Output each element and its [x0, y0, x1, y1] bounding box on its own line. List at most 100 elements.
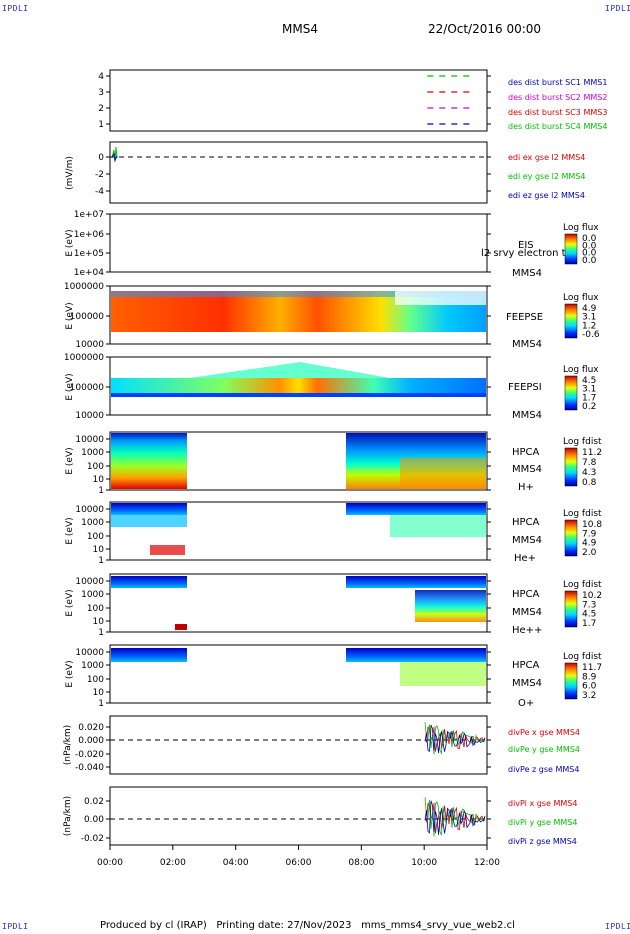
divpi-legend-entry: divPi y gse MMS4 [508, 818, 577, 827]
date-title: 22/Oct/2016 00:00 [428, 22, 542, 36]
divpe-y-tick-label: 0.000 [78, 736, 104, 746]
hpca_he-y-tick-label: 10 [93, 545, 105, 555]
divpe-legend: divPe x gse MMS4 divPe y gse MMS4 divPe z … [508, 728, 580, 774]
hpca-he-label: HPCA [512, 517, 540, 528]
eis-y-label: E (eV) [65, 229, 75, 256]
corner-label-bottom-left: IPDLI [2, 922, 29, 931]
hpca_h-y-tick-label: 1 [98, 486, 104, 496]
feepsi-colorbar [564, 375, 578, 411]
feepse-colorbar-tick: -0.6 [582, 330, 600, 340]
hpca_he-colorbar-tick: 7.9 [582, 529, 597, 539]
burst-legend-entry: des dist burst SC4 MMS4 [508, 122, 607, 131]
hpca_h-y-tick-label: 100 [87, 462, 104, 472]
hpca-o-colorbar-title: Log fdist [563, 652, 602, 662]
burst-y-ticks: 4 3 2 1 [98, 72, 491, 130]
hpca_hepp-y-tick-label: 10 [93, 617, 105, 627]
hpca-hepp-spacecraft-label: MMS4 [512, 607, 542, 618]
feepse-sparse-region [395, 287, 486, 305]
spacecraft-title: MMS4 [282, 22, 318, 36]
hpca_hepp-colorbar-tick: 1.7 [582, 619, 596, 629]
hpca-h-spacecraft-label: MMS4 [512, 464, 542, 475]
burst-legend: des dist burst SC1 MMS1 des dist burst SC… [508, 78, 607, 131]
hpca-o-spacecraft-label: MMS4 [512, 678, 542, 689]
trace-divpe-line-2 [424, 724, 486, 753]
divpe-legend-entry: divPe z gse MMS4 [508, 765, 579, 774]
corner-label-top-right: IPDLI [605, 4, 630, 13]
eis-colorbar-tick: 0.0 [582, 234, 597, 244]
eis-label: EIS [518, 240, 534, 251]
burst-legend-entry: des dist burst SC1 MMS1 [508, 78, 607, 87]
feepsi-spectrogram [111, 378, 486, 395]
divpi-legend-entry: divPi z gse MMS4 [508, 837, 577, 846]
hpca_he-colorbar-tick: 2.0 [582, 548, 597, 558]
hpca-hepp-y-label: E (eV) [65, 589, 75, 616]
feepse-colorbar-tick: 1.2 [582, 321, 596, 331]
hpca-he-band-2 [111, 515, 187, 527]
hpca-hepp-band-2 [346, 576, 486, 588]
hpca_he-colorbar-tick: 10.8 [582, 520, 602, 530]
hpca-hepp-band-3 [415, 590, 486, 622]
panel-divpi: 0.02 0.00 -0.02 divPi x gse MMS4 divPi y gs… [63, 786, 577, 846]
hpca_o-colorbar-tick: 3.2 [582, 691, 596, 701]
feepse-high-energy-band [111, 291, 486, 297]
feepsi-high-energy-wedge [190, 362, 390, 378]
divpi-legend: divPi x gse MMS4 divPi y gse MMS4 divPi z … [508, 799, 577, 846]
time-axis-tick-label: 08:00 [348, 858, 374, 868]
hpca-h-colorbar-ticks: 11.27.84.30.8 [582, 448, 602, 488]
panel-hpca-hepp: 10000 1000 100 101 E (eV) HPCA MMS4 He++ Lo… [65, 573, 602, 638]
burst-y-tick-label: 3 [98, 88, 104, 98]
hpca-hepp-low-energy [175, 624, 187, 630]
hpca_h-colorbar-tick: 11.2 [582, 448, 602, 458]
time-axis: 00:00 02:00 04:00 06:00 08:00 10:00 12:00 [97, 845, 500, 868]
hpca_hepp-colorbar-tick: 4.5 [582, 610, 596, 620]
hpca_h-colorbar-tick: 7.8 [582, 458, 597, 468]
hpca_hepp-y-tick-label: 1 [98, 628, 104, 638]
feepsi-colorbar-title: Log flux [563, 365, 599, 375]
eis-y-tick-label: 1e+05 [74, 249, 104, 259]
feepse-spacecraft-label: MMS4 [512, 339, 542, 350]
hpca_o-y-tick-label: 10000 [75, 648, 104, 658]
divpi-traces [424, 797, 486, 837]
feepse-label: FEEPSE [506, 312, 543, 323]
feepse-colorbar [564, 303, 578, 339]
eis-colorbar-ticks: 0.00.00.00.0 [582, 234, 597, 266]
time-axis-tick-label: 02:00 [160, 858, 186, 868]
footer-file: mms_mms4_srvy_vue_web2.cl [361, 920, 515, 931]
corner-label-bottom-right: IPDLI [605, 922, 630, 931]
time-axis-tick-label: 04:00 [223, 858, 249, 868]
feepsi-colorbar-tick: 0.2 [582, 402, 596, 412]
hpca-he-colorbar-title: Log fdist [563, 509, 602, 519]
divpe-legend-entry: divPe x gse MMS4 [508, 728, 580, 737]
hpca-o-band-2 [346, 648, 486, 662]
hpca-he-y-ticks: 10000 1000 100 101 [75, 505, 491, 566]
hpca_o-y-tick-label: 100 [87, 675, 104, 685]
divpe-y-tick-label: -0.040 [75, 763, 104, 773]
burst-y-tick-label: 1 [98, 120, 104, 130]
eis-spacecraft-label: MMS4 [512, 268, 542, 279]
hpca_h-y-tick-label: 10000 [75, 435, 104, 445]
hpca-hepp-band-1 [111, 576, 187, 588]
eis-colorbar-tick: 0.0 [582, 241, 597, 251]
trace-divpi-line-2 [424, 800, 486, 835]
feepsi-colorbar-ticks: 4.53.11.70.2 [582, 376, 596, 412]
edi-y-label: (mV/m) [65, 156, 75, 190]
eis-y-tick-label: 1e+06 [74, 230, 105, 240]
divpi-y-tick-label: 0.02 [84, 797, 104, 807]
hpca-o-label: HPCA [512, 660, 540, 671]
hpca_hepp-y-tick-label: 100 [87, 604, 104, 614]
footer-produced: Produced by cl (IRAP) [100, 920, 207, 931]
feepse-y-tick-label: 10000 [75, 340, 104, 350]
feepse-colorbar-tick: 3.1 [582, 313, 596, 323]
edi-legend-entry: edi ex gse l2 MMS4 [508, 153, 585, 162]
hpca_hepp-colorbar-tick: 10.2 [582, 591, 602, 601]
feepsi-colorbar-tick: 3.1 [582, 385, 596, 395]
hpca-h-colorbar [564, 447, 578, 487]
footer-printing: Printing date: 27/Nov/2023 [216, 920, 352, 931]
edi-y-tick-label: -2 [95, 170, 104, 180]
hpca-h-colorbar-title: Log fdist [563, 437, 602, 447]
eis-overlay-text: l2 srvy electron to [481, 248, 572, 259]
divpi-y-label: (nPa/km) [63, 796, 73, 836]
hpca-hepp-colorbar [564, 590, 578, 628]
